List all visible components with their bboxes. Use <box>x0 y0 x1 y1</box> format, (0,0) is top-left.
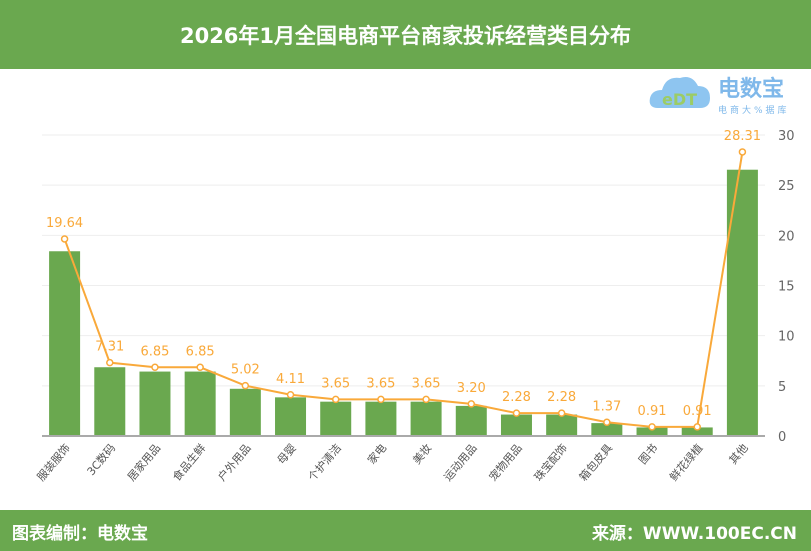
data-label: 5.02 <box>231 363 260 378</box>
data-label: 28.31 <box>724 129 761 144</box>
data-label: 19.64 <box>46 216 83 231</box>
x-tick-label: 居家用品 <box>124 441 163 484</box>
footer-source: 来源：WWW.100EC.CN <box>591 524 797 544</box>
line-point <box>151 363 159 372</box>
x-tick-label: 珠宝配饰 <box>531 441 570 484</box>
x-tick-label: 箱包皮具 <box>576 441 615 484</box>
footer-credit: 图表编制：电数宝 <box>12 524 148 544</box>
svg-text:电商大%据库: 电商大%据库 <box>718 104 790 116</box>
data-label: 0.91 <box>638 404 667 419</box>
data-label: 6.85 <box>186 344 215 359</box>
line-point <box>603 418 611 427</box>
data-label: 6.85 <box>140 344 169 359</box>
cloud-logo-icon: eDT 电数宝 电商大%据库 <box>649 76 790 116</box>
line-point <box>422 395 430 404</box>
line-point <box>557 409 566 417</box>
line-series <box>63 151 744 428</box>
line-point <box>738 148 747 156</box>
bar <box>94 367 126 436</box>
line-point <box>196 363 204 372</box>
logo: eDT 电数宝 电商大%据库 <box>648 72 808 118</box>
bar <box>229 388 261 436</box>
line-point <box>286 391 295 399</box>
data-label: 4.11 <box>276 372 305 387</box>
svg-text:eDT: eDT <box>662 90 697 109</box>
line-point <box>648 423 656 431</box>
line-point <box>106 358 114 367</box>
x-tick-label: 鲜花绿植 <box>667 441 706 484</box>
x-tick-label: 宠物用品 <box>486 441 525 484</box>
line-point <box>60 235 69 243</box>
line-point <box>241 381 250 390</box>
x-tick-label: 3C数码 <box>85 442 119 478</box>
bar <box>455 405 487 436</box>
y-tick-label: 0 <box>778 430 786 445</box>
bar <box>49 251 81 436</box>
data-label: 2.28 <box>547 390 576 405</box>
line-point <box>377 395 385 404</box>
x-tick-label: 图书 <box>636 442 660 467</box>
line-point <box>467 400 476 408</box>
x-tick-label: 食品生鲜 <box>169 441 208 484</box>
bar <box>320 401 352 436</box>
bar <box>681 427 713 436</box>
chart: 0 5 10 15 20 25 30 服装服饰 3C数码 居家用品 食品生鲜 户外用品 母婴 个护清洁 家电… <box>34 129 795 484</box>
bar <box>410 401 442 436</box>
chart-title: 2026年1月全国电商平台商家投诉经营类目分布 <box>0 0 811 69</box>
y-tick-label: 10 <box>778 330 795 345</box>
bar <box>184 371 216 436</box>
line-point <box>693 423 701 431</box>
data-label: 3.20 <box>457 381 486 396</box>
data-label: 2.28 <box>502 390 531 405</box>
data-label: 1.37 <box>592 399 621 414</box>
y-tick-label: 20 <box>778 229 795 244</box>
data-label: 3.65 <box>321 376 350 391</box>
x-tick-label: 服装服饰 <box>34 441 73 484</box>
x-tick-label: 母婴 <box>275 442 299 467</box>
y-tick-label: 5 <box>778 380 786 395</box>
y-tick-label: 30 <box>778 129 795 144</box>
x-tick-label: 美妆 <box>410 442 434 467</box>
y-tick-label: 25 <box>778 179 795 194</box>
x-tick-label: 个护清洁 <box>305 441 344 484</box>
bar <box>500 414 532 436</box>
bar <box>636 427 668 436</box>
data-label: 3.65 <box>366 376 395 391</box>
bar <box>726 169 758 437</box>
footer: 图表编制：电数宝 来源：WWW.100EC.CN <box>0 510 811 551</box>
x-tick-label: 运动用品 <box>441 442 479 484</box>
x-tick-label: 家电 <box>364 441 389 467</box>
bar <box>275 397 307 436</box>
data-label: 7.31 <box>95 340 124 355</box>
bar <box>139 371 171 436</box>
data-label: 3.65 <box>412 376 441 391</box>
data-label: 0.91 <box>683 404 712 419</box>
line-point <box>331 395 340 404</box>
svg-text:电数宝: 电数宝 <box>718 76 784 102</box>
x-tick-label: 户外用品 <box>215 441 254 484</box>
bar <box>365 401 397 436</box>
line-point <box>512 409 521 417</box>
y-tick-label: 15 <box>778 280 795 295</box>
bar <box>591 423 623 436</box>
x-tick-label: 其他 <box>727 442 751 467</box>
bar <box>546 414 578 436</box>
